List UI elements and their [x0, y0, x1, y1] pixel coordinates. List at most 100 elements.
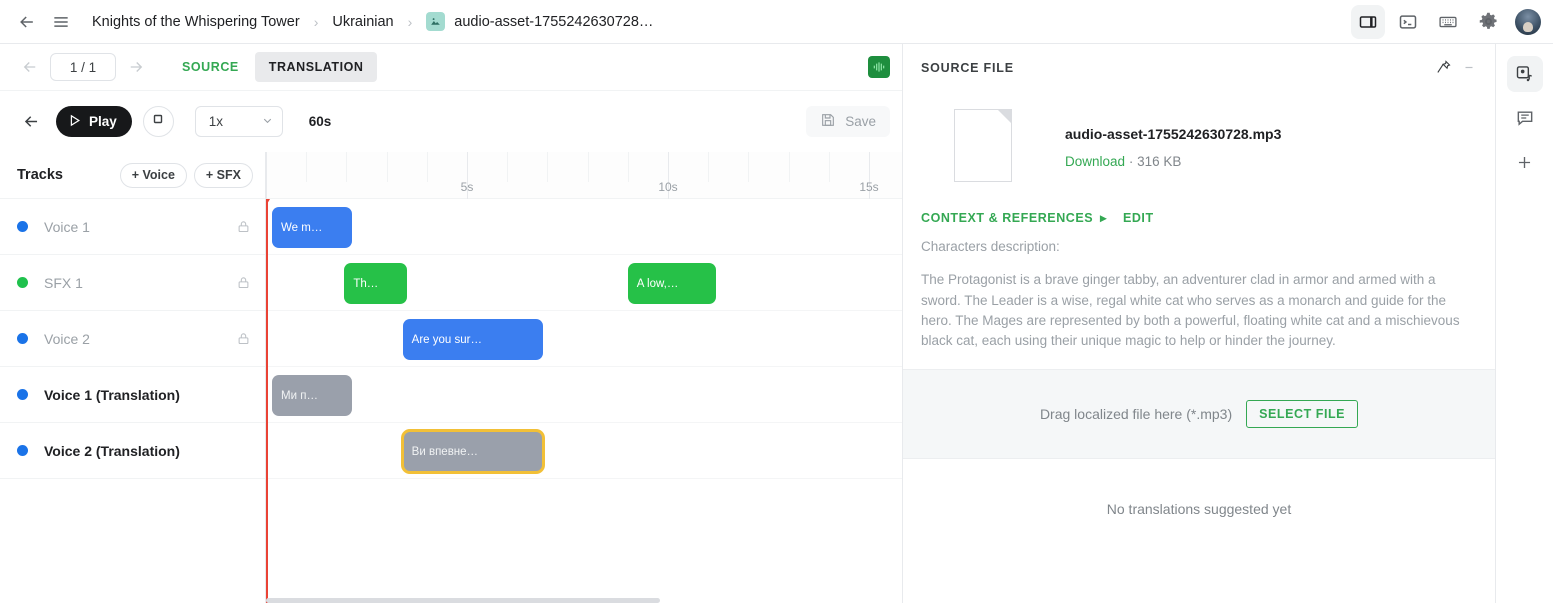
- timeline-clip[interactable]: A low,…: [627, 263, 717, 304]
- ruler-tick: [869, 152, 870, 199]
- track-row[interactable]: Voice 1 (Translation): [0, 367, 265, 423]
- add-sfx-button[interactable]: + SFX: [193, 162, 253, 188]
- timeline-back-button[interactable]: [16, 107, 46, 137]
- timeline-clip[interactable]: We m…: [272, 207, 353, 248]
- select-file-button[interactable]: SELECT FILE: [1246, 400, 1359, 429]
- timeline-clip[interactable]: Th…: [344, 263, 407, 304]
- ruler-tick: [306, 152, 308, 182]
- tab-source[interactable]: SOURCE: [182, 60, 239, 74]
- description-title: Characters description:: [921, 239, 1060, 254]
- source-file-title: SOURCE FILE: [921, 60, 1014, 75]
- plus-icon[interactable]: [1507, 144, 1543, 180]
- save-button[interactable]: Save: [806, 106, 890, 137]
- playhead[interactable]: [266, 199, 270, 603]
- translations-empty-state: No translations suggested yet: [1106, 501, 1292, 518]
- track-row[interactable]: SFX 1: [0, 255, 265, 311]
- lock-icon[interactable]: [236, 331, 251, 346]
- ruler-tick: [668, 152, 669, 199]
- file-name: audio-asset-1755242630728.mp3: [1065, 126, 1282, 142]
- keyboard-icon[interactable]: [1431, 5, 1465, 39]
- ruler-tick: [467, 152, 468, 199]
- ruler-tick: [266, 152, 267, 199]
- play-button[interactable]: Play: [56, 106, 132, 137]
- breadcrumb-item-language[interactable]: Ukrainian: [332, 13, 394, 30]
- timeline-ruler[interactable]: 5s 10s 15s: [266, 152, 902, 199]
- timeline-clip[interactable]: Ви впевне…: [400, 429, 546, 474]
- file-dropzone[interactable]: Drag localized file here (*.mp3) SELECT …: [903, 370, 1495, 460]
- floppy-disk-icon: [820, 112, 836, 131]
- next-page-button[interactable]: [122, 53, 150, 81]
- track-label: Voice 2 (Translation): [44, 442, 180, 459]
- track-color-dot: [17, 277, 28, 288]
- context-references-link[interactable]: CONTEXT & REFERENCES: [921, 210, 1094, 225]
- audio-asset-icon[interactable]: [1506, 56, 1543, 92]
- save-label: Save: [845, 114, 876, 129]
- editor-tabs: SOURCE TRANSLATION: [168, 52, 378, 82]
- avatar[interactable]: [1515, 8, 1541, 35]
- playback-speed-value: 1x: [208, 114, 224, 129]
- timeline-lane[interactable]: Ви впевне…: [266, 423, 902, 479]
- audio-waveform-badge[interactable]: [868, 56, 890, 78]
- ruler-tick: [547, 152, 549, 182]
- timeline-lane[interactable]: Ми п…: [266, 367, 902, 423]
- ruler-tick: [788, 152, 790, 182]
- back-button[interactable]: [10, 5, 44, 39]
- edit-link[interactable]: EDIT: [1122, 210, 1154, 225]
- stop-square-icon: [151, 112, 165, 131]
- breadcrumb-item-project[interactable]: Knights of the Whispering Tower: [92, 13, 300, 30]
- pin-icon[interactable]: [1429, 54, 1457, 82]
- file-info: audio-asset-1755242630728.mp3 Download ·…: [1065, 109, 1281, 169]
- tab-translation[interactable]: TRANSLATION: [254, 52, 378, 82]
- timeline-horizontal-scrollbar[interactable]: [266, 598, 902, 603]
- right-side: SOURCE FILE: [903, 44, 1553, 603]
- track-rows: Voice 1 SFX 1 Voice 2 Voice 1 (Translation)…: [0, 199, 265, 479]
- timeline-lane[interactable]: Th… A low,…: [266, 255, 902, 311]
- chevron-down-icon[interactable]: [1457, 56, 1481, 80]
- editor-subbar: 1 / 1 SOURCE TRANSLATION: [0, 44, 902, 91]
- timeline-clip[interactable]: Are you sur…: [402, 319, 544, 360]
- dropzone-label: Drag localized file here (*.mp3): [1039, 406, 1233, 423]
- track-row[interactable]: Voice 2: [0, 311, 265, 367]
- breadcrumb-item-asset[interactable]: audio-asset-1755242630728…: [426, 12, 653, 31]
- play-icon: [67, 113, 82, 131]
- page-indicator[interactable]: 1 / 1: [50, 53, 116, 81]
- meta-separator: ·: [1128, 154, 1134, 169]
- stop-button[interactable]: [142, 106, 174, 137]
- chevron-right-icon: ▸: [1100, 211, 1107, 225]
- ruler-label: 5s: [460, 180, 474, 194]
- file-size: 316 KB: [1137, 154, 1182, 169]
- timeline-lane[interactable]: Are you sur…: [266, 311, 902, 367]
- prev-page-button[interactable]: [16, 53, 44, 81]
- breadcrumb: Knights of the Whispering Tower › Ukrain…: [92, 12, 653, 31]
- timeline-empty-space: [266, 479, 902, 599]
- playback-speed-select[interactable]: 1x: [194, 106, 283, 137]
- track-color-dot: [17, 221, 28, 232]
- lock-icon[interactable]: [236, 219, 251, 234]
- ruler-tick: [708, 152, 710, 182]
- ruler-label: 15s: [859, 180, 879, 194]
- track-label: Voice 1 (Translation): [44, 386, 180, 403]
- timeline-lane[interactable]: We m…: [266, 199, 902, 255]
- image-asset-icon: [426, 12, 446, 31]
- hamburger-menu-icon[interactable]: [44, 5, 78, 39]
- download-link[interactable]: Download: [1065, 154, 1126, 169]
- ruler-label: 10s: [658, 180, 678, 194]
- track-row[interactable]: Voice 2 (Translation): [0, 423, 265, 479]
- lock-icon[interactable]: [236, 275, 251, 290]
- comment-icon[interactable]: [1507, 100, 1543, 136]
- context-references-row: CONTEXT & REFERENCES ▸ EDIT: [921, 192, 1477, 237]
- timeline-clip[interactable]: Ми п…: [272, 375, 353, 416]
- track-label: Voice 1: [44, 218, 90, 235]
- source-file-panel: SOURCE FILE: [903, 44, 1495, 603]
- tracks-title: Tracks: [17, 167, 63, 183]
- track-color-dot: [17, 445, 28, 456]
- gear-icon[interactable]: [1471, 5, 1505, 39]
- panel-layout-icon[interactable]: [1351, 4, 1385, 39]
- terminal-icon[interactable]: [1391, 5, 1425, 39]
- timeline-canvas[interactable]: 5s 10s 15s We m… Th… A low,… Are you sur… Ми п…: [266, 152, 902, 603]
- track-row[interactable]: Voice 1: [0, 199, 265, 255]
- track-label: Voice 2: [44, 330, 90, 347]
- editor-pane: 1 / 1 SOURCE TRANSLATION: [0, 44, 903, 603]
- add-voice-button[interactable]: + Voice: [119, 162, 187, 188]
